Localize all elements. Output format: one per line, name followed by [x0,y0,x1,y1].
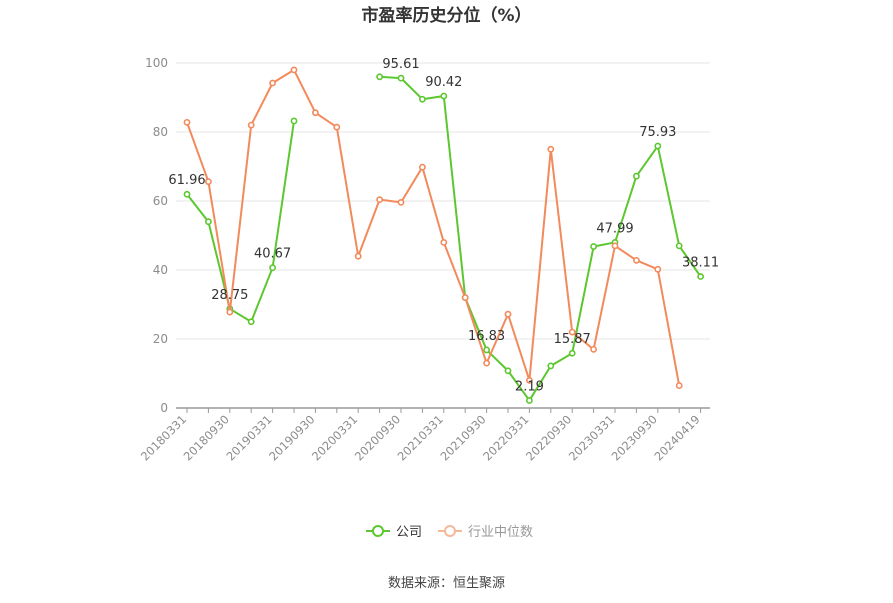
series-line [379,75,702,402]
data-point [290,117,298,125]
data-point [483,346,490,354]
data-point [333,123,341,131]
data-label: 15.87 [554,332,591,347]
data-point [633,256,640,264]
y-tick-label: 20 [153,332,168,346]
data-point [568,349,576,357]
data-point [311,109,319,117]
x-tick-label: 20230930 [609,412,660,463]
data-point [654,265,662,273]
x-tick-label: 20210331 [395,412,446,463]
chart-title: 市盈率历史分位（%） [361,5,531,26]
data-point [568,328,576,336]
data-point [247,121,255,129]
data-point [418,163,426,171]
data-point [654,142,662,150]
data-point [547,362,555,370]
data-label: 38.11 [682,256,719,271]
data-point [247,318,255,326]
x-tick-label: 20220930 [523,412,574,463]
data-label: 75.93 [639,125,676,140]
data-point [226,308,234,316]
legend-label: 行业中位数 [468,525,533,540]
series-line [186,68,681,386]
y-tick-label: 40 [153,263,168,277]
axes: 0204060801002018033120180930201903312019… [138,56,710,464]
data-label: 2.19 [515,379,544,394]
data-point [675,382,683,389]
data-point [397,74,405,82]
legend-marker [372,525,384,537]
data-point [633,172,640,180]
data-point [204,218,212,226]
legend[interactable]: 公司 行业中位数 [366,525,533,540]
data-point [526,397,533,404]
legend-item-company[interactable]: 公司 [366,525,422,540]
y-tick-label: 80 [153,125,168,139]
data-point [397,198,405,206]
series-layer [183,66,704,404]
data-point [354,252,362,260]
data-point [547,145,555,153]
series-company [183,73,704,404]
data-point [440,238,448,246]
x-tick-label: 20200331 [309,412,360,463]
data-point [290,66,298,74]
y-tick-label: 100 [145,56,168,70]
data-point [269,79,276,87]
data-point [269,264,276,272]
y-tick-label: 0 [160,401,168,415]
data-label: 95.61 [382,57,419,72]
data-label: 28.75 [211,288,248,303]
data-point [204,178,212,186]
data-point [675,242,683,250]
data-point [418,95,426,103]
data-point [461,294,469,301]
legend-item-industry-median[interactable]: 行业中位数 [438,525,533,540]
data-point [611,242,619,250]
x-tick-label: 20240419 [651,412,702,463]
data-point [697,273,704,280]
data-point [526,376,533,384]
x-tick-label: 20180930 [181,412,232,463]
data-point [504,367,512,375]
grid-lines [176,62,710,340]
data-point [590,243,597,250]
series-line [186,120,295,323]
data-label: 61.96 [168,173,205,188]
x-tick-label: 20230331 [566,412,617,463]
data-point [590,345,597,353]
data-point [483,359,490,367]
series-industry-median [183,66,683,389]
x-tick-label: 20200930 [352,412,403,463]
data-label: 16.83 [468,329,505,344]
legend-marker [444,525,456,537]
data-label: 47.99 [596,221,633,236]
data-point [376,73,383,81]
data-point [376,196,383,204]
data-label: 90.42 [425,75,462,90]
source-note: 数据来源：恒生聚源 [388,576,505,591]
data-point [183,190,191,198]
data-labels: 61.96 28.75 40.67 95.61 90.42 16.83 2.19 15.87 4… [168,57,719,394]
data-label: 40.67 [254,247,291,262]
data-point [504,310,512,318]
data-point [440,92,448,100]
legend-label: 公司 [396,525,422,540]
x-tick-label: 20180331 [138,412,189,463]
y-tick-label: 60 [153,194,168,208]
data-point [183,118,191,126]
